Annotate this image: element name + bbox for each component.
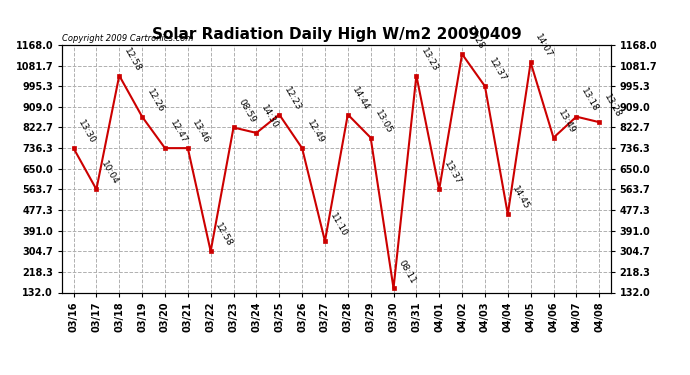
Text: 13:18: 13:18 — [579, 87, 600, 114]
Text: 13:28: 13:28 — [465, 24, 486, 51]
Text: 12:58: 12:58 — [213, 222, 234, 249]
Text: 13:23: 13:23 — [419, 46, 440, 73]
Text: 14:07: 14:07 — [533, 33, 554, 60]
Text: 13:46: 13:46 — [190, 118, 211, 146]
Text: 12:37: 12:37 — [488, 57, 509, 84]
Text: 12:58: 12:58 — [122, 46, 143, 73]
Text: 13:49: 13:49 — [556, 108, 577, 135]
Title: Solar Radiation Daily High W/m2 20090409: Solar Radiation Daily High W/m2 20090409 — [152, 27, 521, 42]
Text: 11:10: 11:10 — [328, 211, 348, 238]
Text: 13:05: 13:05 — [373, 108, 394, 135]
Text: 13:37: 13:37 — [442, 160, 463, 187]
Text: 13:28: 13:28 — [602, 93, 622, 119]
Text: 08:11: 08:11 — [396, 258, 417, 285]
Text: 14:30: 14:30 — [259, 104, 280, 130]
Text: 13:30: 13:30 — [77, 118, 97, 146]
Text: 14:44: 14:44 — [351, 85, 371, 112]
Text: 12:47: 12:47 — [168, 118, 188, 146]
Text: 12:49: 12:49 — [305, 118, 326, 146]
Text: 14:45: 14:45 — [511, 184, 531, 211]
Text: 08:59: 08:59 — [236, 98, 257, 125]
Text: Copyright 2009 Cartronics.com: Copyright 2009 Cartronics.com — [62, 33, 193, 42]
Text: 12:23: 12:23 — [282, 85, 303, 112]
Text: 12:26: 12:26 — [145, 87, 166, 114]
Text: 10:04: 10:04 — [99, 160, 120, 187]
